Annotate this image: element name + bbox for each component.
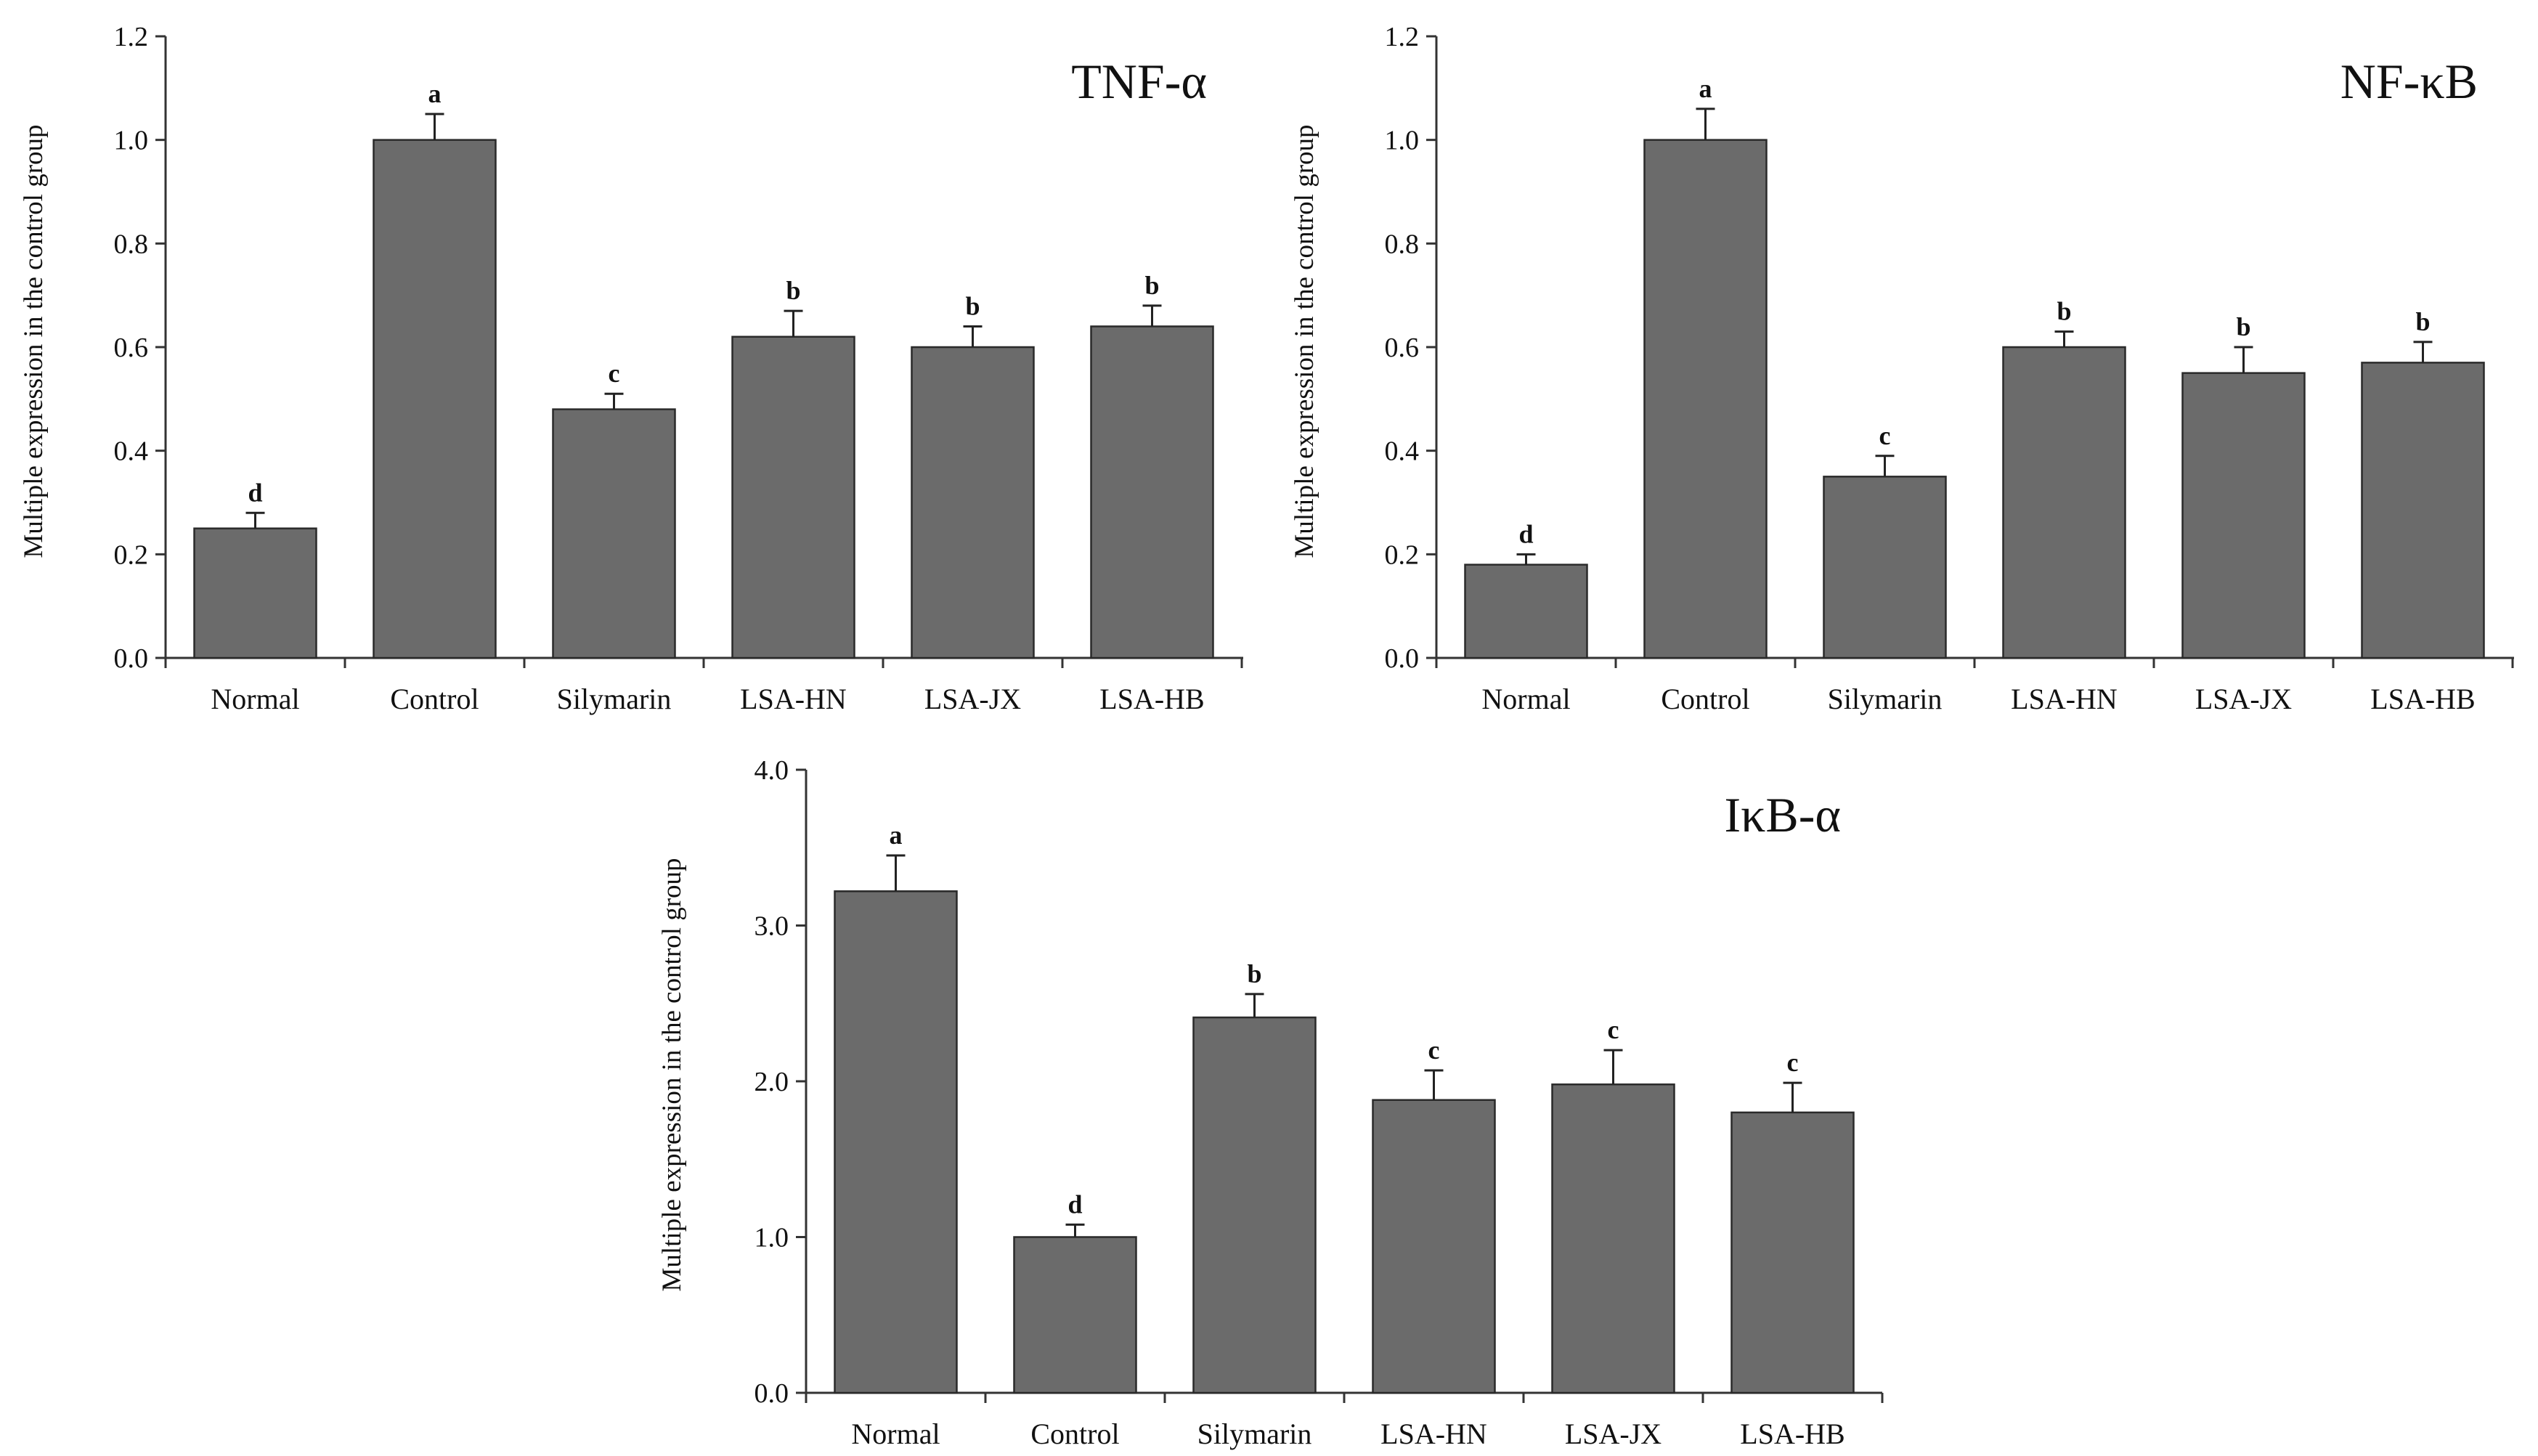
x-category-label: LSA-HB <box>1740 1418 1844 1450</box>
x-category-label: Silymarin <box>557 683 672 715</box>
significance-letter: b <box>1144 271 1159 300</box>
x-category-label: Silymarin <box>1828 683 1943 715</box>
x-category-label: LSA-JX <box>1565 1418 1662 1450</box>
significance-letter: c <box>1879 421 1891 450</box>
significance-letter: b <box>2057 297 2071 326</box>
x-category-label: LSA-HN <box>1380 1418 1487 1450</box>
bar-normal <box>1464 564 1588 659</box>
significance-letter: c <box>1608 1015 1619 1044</box>
chart-panel-ikappab-alpha: 0.0 1.0 2.0 3.0 4.0 a Normal d Control b Silymarin… <box>657 755 1884 1450</box>
y-tick-label: 0.8 <box>114 229 149 259</box>
significance-letter: a <box>428 79 442 108</box>
y-tick-label: 0.0 <box>114 643 149 674</box>
y-tick-label: 0.0 <box>755 1378 789 1409</box>
bar-control <box>373 139 497 659</box>
chart-title-ikappab-alpha: IκB-α <box>1724 787 1841 842</box>
y-tick-label: 0.8 <box>1385 229 1420 259</box>
significance-letter: b <box>786 276 800 305</box>
significance-letter: a <box>1699 74 1712 103</box>
bar-control <box>1013 1236 1137 1394</box>
chart-title-tnf-alpha: TNF-α <box>1071 54 1207 109</box>
x-category-label: Control <box>1030 1418 1119 1450</box>
x-category-label: LSA-HN <box>2011 683 2118 715</box>
significance-letter: b <box>2236 312 2250 341</box>
x-category-label: LSA-JX <box>924 683 1021 715</box>
chart-panel-nf-kappab: 0.0 0.2 0.4 0.6 0.8 1.0 1.2 d Normal a Control c Sil… <box>1290 22 2514 715</box>
y-tick-label: 0.6 <box>114 333 149 363</box>
y-tick-label: 2.0 <box>755 1067 789 1097</box>
bar-lsa-jx <box>911 346 1035 659</box>
significance-letter: b <box>2415 307 2430 336</box>
bar-lsa-hn <box>731 335 855 659</box>
x-category-label: Normal <box>851 1418 940 1450</box>
significance-letter: c <box>609 359 620 388</box>
x-category-label: LSA-HB <box>1099 683 1204 715</box>
bar-lsa-jx <box>2181 372 2306 659</box>
y-tick-label: 1.0 <box>114 126 149 156</box>
bar-lsa-hb <box>1730 1111 1855 1394</box>
x-category-label: Control <box>1661 683 1749 715</box>
y-tick-label: 0.4 <box>114 436 149 467</box>
y-tick-label: 0.2 <box>1385 540 1420 570</box>
x-category-label: LSA-HN <box>740 683 847 715</box>
bar-normal <box>193 527 317 659</box>
bar-silymarin <box>552 408 676 659</box>
bar-silymarin <box>1823 476 1947 659</box>
bar-lsa-hb <box>2361 362 2485 659</box>
significance-letter: c <box>1787 1048 1799 1077</box>
x-category-label: Normal <box>211 683 299 715</box>
chart-title-nf-kappab: NF-κB <box>2340 54 2478 109</box>
significance-letter: b <box>1247 959 1261 988</box>
y-tick-label: 1.2 <box>1385 22 1420 52</box>
y-tick-label: 3.0 <box>755 911 789 942</box>
y-tick-label: 0.0 <box>1385 643 1420 674</box>
y-axis-label: Multiple expression in the control group <box>19 124 49 558</box>
y-tick-label: 1.0 <box>1385 126 1420 156</box>
bar-lsa-hn <box>2002 346 2126 659</box>
chart-panel-tnf-alpha: 0.0 0.2 0.4 0.6 0.8 1.0 1.2 d Normal a Control c Sil… <box>19 22 1243 715</box>
bar-lsa-hb <box>1090 325 1214 659</box>
bar-silymarin <box>1192 1016 1317 1394</box>
bar-lsa-jx <box>1551 1083 1675 1394</box>
significance-letter: a <box>890 821 903 850</box>
x-category-label: LSA-JX <box>2195 683 2292 715</box>
x-category-label: Normal <box>1481 683 1570 715</box>
y-tick-label: 0.6 <box>1385 333 1420 363</box>
significance-letter: c <box>1428 1036 1440 1065</box>
bar-lsa-hn <box>1372 1099 1496 1394</box>
y-axis-label: Multiple expression in the control group <box>1290 124 1319 558</box>
y-tick-label: 1.2 <box>114 22 149 52</box>
significance-letter: d <box>248 478 262 507</box>
y-tick-label: 1.0 <box>755 1223 789 1253</box>
y-axis-label: Multiple expression in the control group <box>657 858 687 1291</box>
significance-letter: b <box>965 291 980 320</box>
x-category-label: Silymarin <box>1197 1418 1312 1450</box>
y-tick-label: 4.0 <box>755 755 789 786</box>
y-tick-label: 0.2 <box>114 540 149 570</box>
bar-normal <box>834 890 958 1394</box>
bar-control <box>1643 139 1768 659</box>
y-tick-label: 0.4 <box>1385 436 1420 467</box>
x-category-label: LSA-HB <box>2370 683 2475 715</box>
significance-letter: d <box>1518 519 1533 548</box>
x-category-label: Control <box>390 683 479 715</box>
significance-letter: d <box>1067 1189 1082 1219</box>
